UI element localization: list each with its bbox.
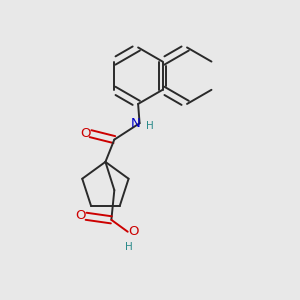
- Text: H: H: [146, 121, 154, 130]
- Text: O: O: [80, 127, 91, 140]
- Text: O: O: [128, 225, 138, 238]
- Text: H: H: [125, 242, 133, 252]
- Text: N: N: [131, 117, 141, 130]
- Text: O: O: [76, 209, 86, 222]
